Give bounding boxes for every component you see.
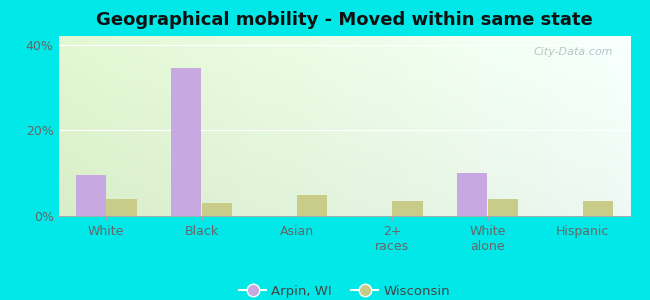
Bar [106, 199, 136, 216]
Bar [457, 173, 488, 216]
Text: City-Data.com: City-Data.com [534, 47, 614, 57]
Bar [297, 195, 328, 216]
Bar [583, 201, 614, 216]
Title: Geographical mobility - Moved within same state: Geographical mobility - Moved within sam… [96, 11, 593, 29]
Bar [392, 201, 422, 216]
Bar [202, 203, 232, 216]
Bar [488, 199, 518, 216]
Bar [171, 68, 202, 216]
Legend: Arpin, WI, Wisconsin: Arpin, WI, Wisconsin [234, 279, 455, 300]
Bar [75, 175, 106, 216]
